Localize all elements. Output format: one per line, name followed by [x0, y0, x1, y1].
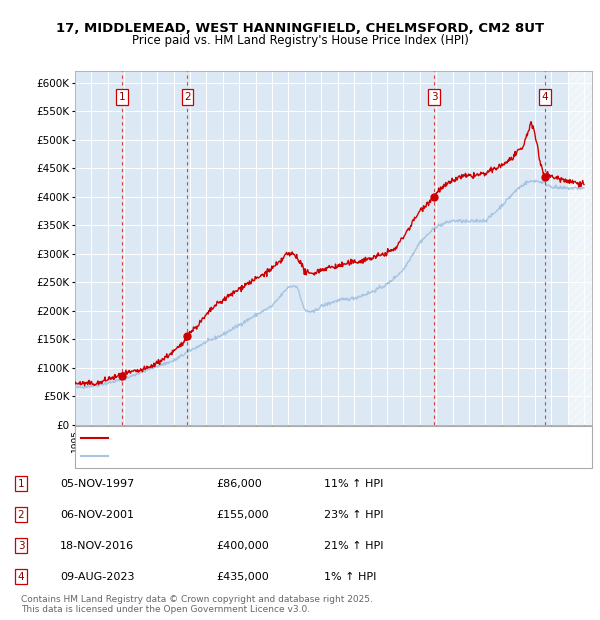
Text: 23% ↑ HPI: 23% ↑ HPI — [324, 510, 383, 520]
Text: 05-NOV-1997: 05-NOV-1997 — [60, 479, 134, 489]
Text: 17, MIDDLEMEAD, WEST HANNINGFIELD, CHELMSFORD, CM2 8UT: 17, MIDDLEMEAD, WEST HANNINGFIELD, CHELM… — [56, 22, 544, 35]
Text: £400,000: £400,000 — [216, 541, 269, 551]
Text: 09-AUG-2023: 09-AUG-2023 — [60, 572, 134, 582]
Text: 1% ↑ HPI: 1% ↑ HPI — [324, 572, 376, 582]
Text: 18-NOV-2016: 18-NOV-2016 — [60, 541, 134, 551]
Text: 4: 4 — [17, 572, 25, 582]
Text: This data is licensed under the Open Government Licence v3.0.: This data is licensed under the Open Gov… — [21, 604, 310, 614]
Text: 3: 3 — [431, 92, 437, 102]
Text: 2: 2 — [17, 510, 25, 520]
Text: Contains HM Land Registry data © Crown copyright and database right 2025.: Contains HM Land Registry data © Crown c… — [21, 595, 373, 604]
Text: 1: 1 — [17, 479, 25, 489]
Bar — [568, 71, 592, 425]
Text: £155,000: £155,000 — [216, 510, 269, 520]
Text: Price paid vs. HM Land Registry's House Price Index (HPI): Price paid vs. HM Land Registry's House … — [131, 34, 469, 47]
Text: 4: 4 — [541, 92, 548, 102]
Text: 11% ↑ HPI: 11% ↑ HPI — [324, 479, 383, 489]
Text: 21% ↑ HPI: 21% ↑ HPI — [324, 541, 383, 551]
Text: £86,000: £86,000 — [216, 479, 262, 489]
Text: £435,000: £435,000 — [216, 572, 269, 582]
Text: 2: 2 — [184, 92, 191, 102]
Text: 06-NOV-2001: 06-NOV-2001 — [60, 510, 134, 520]
Text: 3: 3 — [17, 541, 25, 551]
Text: HPI: Average price, semi-detached house, Chelmsford: HPI: Average price, semi-detached house,… — [114, 451, 377, 461]
Text: 17, MIDDLEMEAD, WEST HANNINGFIELD, CHELMSFORD, CM2 8UT (semi-detached house): 17, MIDDLEMEAD, WEST HANNINGFIELD, CHELM… — [114, 433, 551, 443]
Text: 1: 1 — [118, 92, 125, 102]
